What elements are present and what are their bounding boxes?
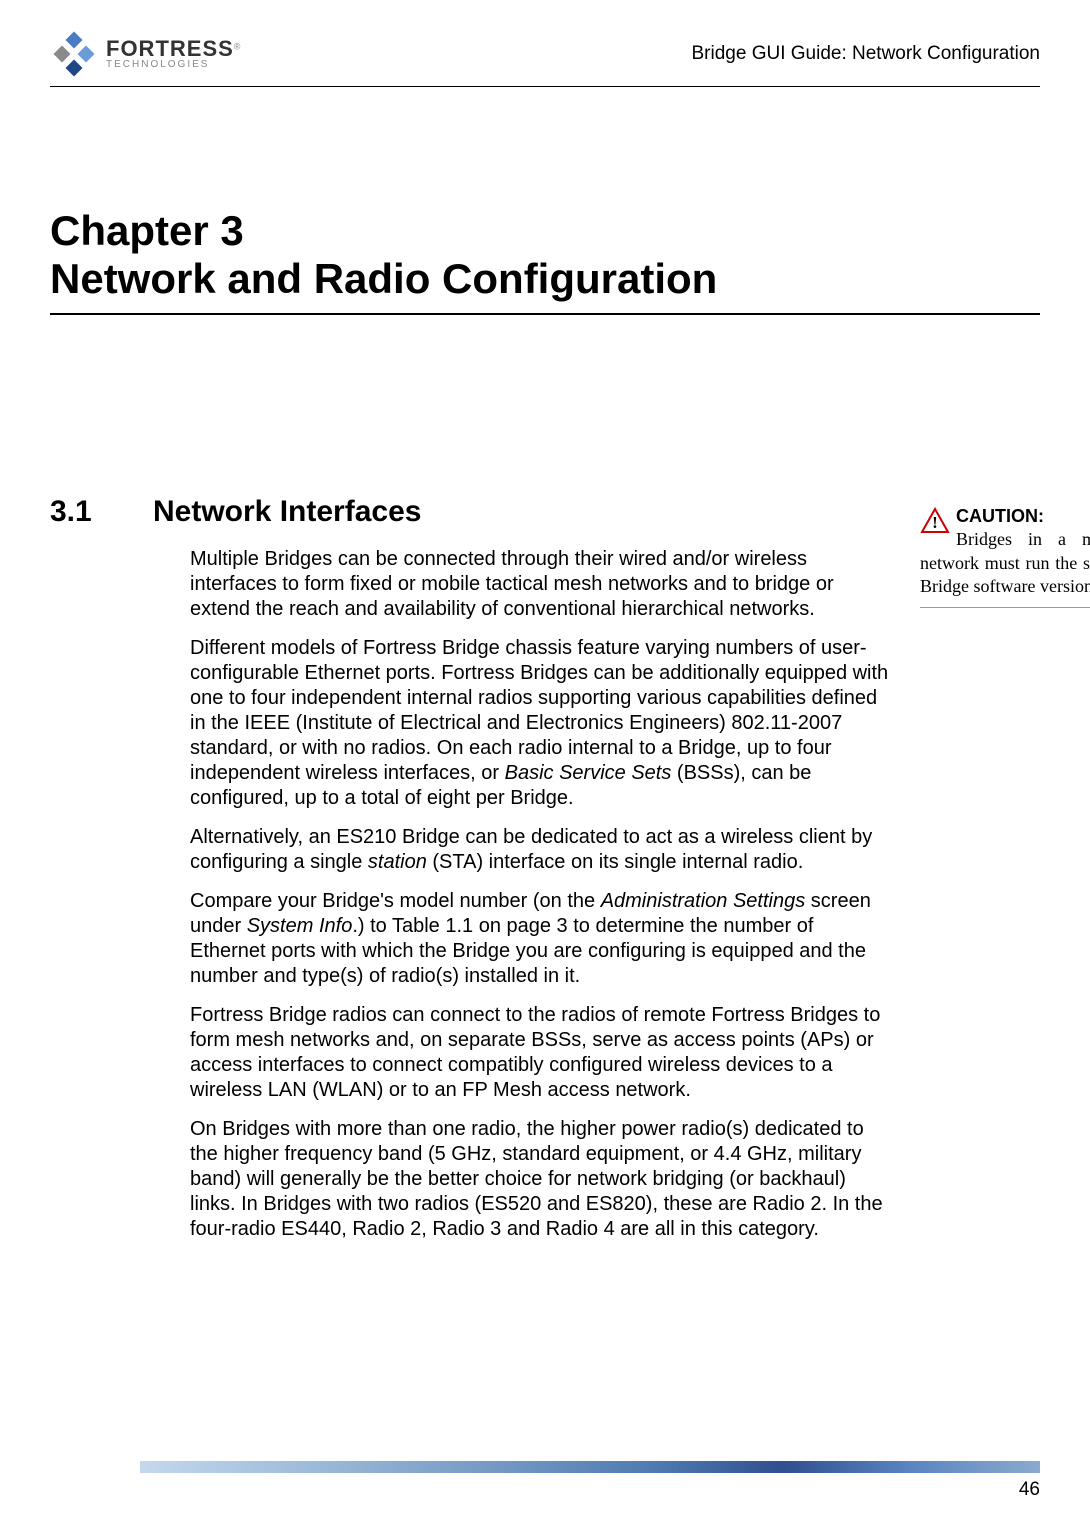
logo-main-text: FORTRESS — [106, 36, 234, 61]
paragraph-2: Different models of Fortress Bridge chas… — [190, 636, 890, 811]
header-guide-title: Bridge GUI Guide: Network Configuration — [692, 43, 1041, 65]
svg-text:!: ! — [932, 513, 938, 532]
body-text: Multiple Bridges can be connected throug… — [190, 547, 890, 1242]
paragraph-5: Fortress Bridge radios can connect to th… — [190, 1003, 890, 1103]
footer-gradient-bar — [140, 1461, 1040, 1473]
paragraph-3: Alternatively, an ES210 Bridge can be de… — [190, 825, 890, 875]
logo: FORTRESS® TECHNOLOGIES — [50, 30, 240, 78]
caution-note: ! CAUTION: All Bridges in a mesh network… — [920, 505, 1090, 608]
page-header: FORTRESS® TECHNOLOGIES Bridge GUI Guide:… — [50, 30, 1040, 87]
logo-sub-text: TECHNOLOGIES — [106, 60, 240, 70]
logo-icon — [50, 30, 98, 78]
page-number: 46 — [1019, 1479, 1040, 1501]
logo-sup: ® — [234, 42, 241, 52]
paragraph-4: Compare your Bridge's model number (on t… — [190, 889, 890, 989]
paragraph-6: On Bridges with more than one radio, the… — [190, 1117, 890, 1242]
chapter-name: Network and Radio Configuration — [50, 255, 1040, 303]
caution-label: CAUTION: — [956, 506, 1044, 526]
chapter-number: Chapter 3 — [50, 207, 1040, 255]
caution-icon: ! — [920, 507, 950, 541]
chapter-title: Chapter 3 Network and Radio Configuratio… — [50, 207, 1040, 315]
section-number: 3.1 — [50, 495, 125, 529]
paragraph-1: Multiple Bridges can be connected throug… — [190, 547, 890, 622]
section-title: Network Interfaces — [153, 495, 421, 529]
section-heading: 3.1 Network Interfaces — [50, 495, 730, 529]
